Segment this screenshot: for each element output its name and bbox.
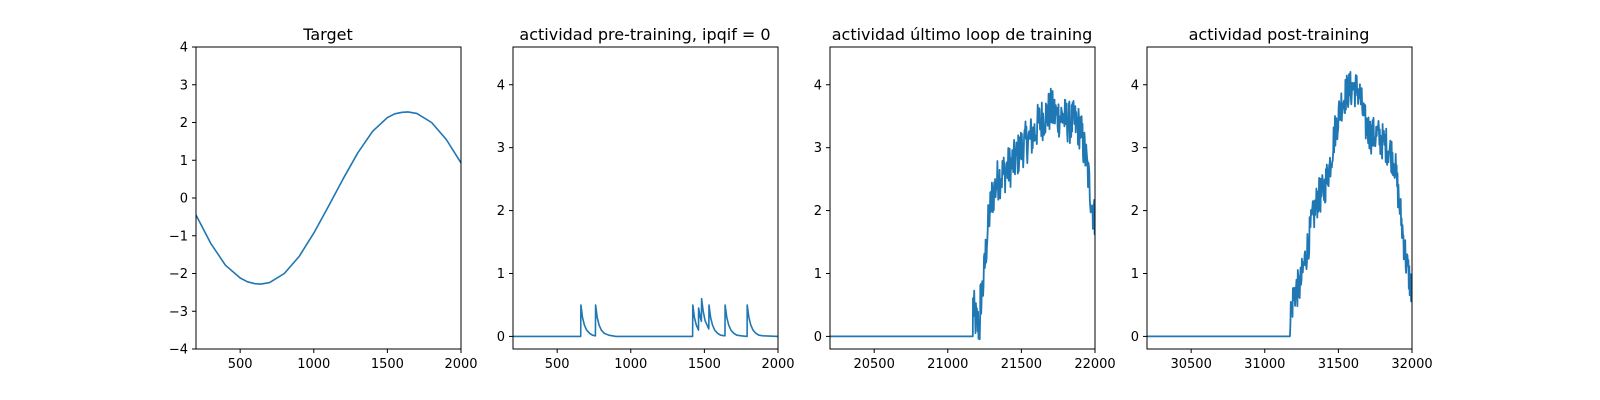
y-tick-label: 4	[1131, 78, 1139, 93]
axes-target: 500 1000 1500 2000 −4 −3 −2 −1 0 1 2 3 4	[169, 41, 478, 373]
x-tick-label: 32000	[1391, 357, 1432, 372]
subplot-pre-training: actividad pre-training, ipqif = 0 500 100…	[497, 25, 795, 372]
series-line	[513, 297, 778, 338]
plot-frame	[829, 46, 1096, 350]
y-tick-label: 1	[180, 154, 188, 169]
y-tick-label: 4	[814, 78, 822, 93]
y-tick-label: 3	[497, 141, 505, 156]
x-tick-label: 2000	[761, 357, 794, 372]
chart-title: actividad post-training	[1189, 25, 1370, 44]
y-tick-label: 3	[814, 141, 822, 156]
plot-frame	[195, 46, 462, 350]
y-tick-label: −1	[169, 229, 188, 244]
y-tick-label: 4	[497, 78, 505, 93]
series-line	[830, 87, 1095, 341]
y-tick-label: −4	[169, 343, 188, 358]
y-tick-label: 0	[814, 330, 822, 345]
x-tick-label: 31500	[1318, 357, 1359, 372]
subplot-post-training: actividad post-training 30500 31000 31500 3…	[1131, 25, 1433, 372]
series-line	[1147, 71, 1412, 338]
plot-frame	[1146, 46, 1413, 350]
y-tick-label: −3	[169, 305, 188, 320]
series-line	[196, 111, 461, 285]
x-tick-label: 31000	[1244, 357, 1285, 372]
chart-title: Target	[302, 25, 353, 44]
x-tick-label: 500	[228, 357, 253, 372]
subplot-last-training-loop: actividad último loop de training 20500 2…	[814, 25, 1116, 372]
x-tick-label: 22000	[1074, 357, 1115, 372]
y-tick-label: 0	[1131, 330, 1139, 345]
x-tick-label: 1500	[688, 357, 721, 372]
y-tick-label: 2	[1131, 204, 1139, 219]
y-tick-label: 1	[814, 267, 822, 282]
y-tick-label: 2	[180, 116, 188, 131]
axes-pre-training: 500 1000 1500 2000 0 1 2 3 4	[497, 46, 795, 372]
y-tick-label: 0	[180, 192, 188, 207]
y-tick-label: 0	[497, 330, 505, 345]
x-tick-label: 2000	[444, 357, 477, 372]
x-tick-label: 21500	[1001, 357, 1042, 372]
axes-post-training: 30500 31000 31500 32000 0 1 2 3 4	[1131, 46, 1433, 372]
x-tick-label: 20500	[853, 357, 894, 372]
y-tick-label: 3	[1131, 141, 1139, 156]
y-tick-label: 1	[1131, 267, 1139, 282]
y-tick-label: 1	[497, 267, 505, 282]
subplot-target: Target 500 1000 1500 2000 −4 −3 −2 −1 0 1 2 3 4	[169, 25, 478, 372]
chart-title: actividad pre-training, ipqif = 0	[519, 25, 770, 44]
y-tick-label: 2	[814, 204, 822, 219]
x-tick-label: 1500	[371, 357, 404, 372]
x-tick-label: 1000	[297, 357, 330, 372]
x-tick-label: 1000	[614, 357, 647, 372]
x-tick-label: 30500	[1170, 357, 1211, 372]
x-tick-label: 500	[545, 357, 570, 372]
y-tick-label: 2	[497, 204, 505, 219]
x-tick-label: 21000	[927, 357, 968, 372]
y-tick-label: 4	[180, 41, 188, 56]
axes-last-training-loop: 20500 21000 21500 22000 0 1 2 3 4	[814, 46, 1116, 372]
plot-frame	[512, 46, 779, 350]
y-tick-label: −2	[169, 267, 188, 282]
y-tick-label: 3	[180, 78, 188, 93]
chart-title: actividad último loop de training	[832, 25, 1093, 44]
